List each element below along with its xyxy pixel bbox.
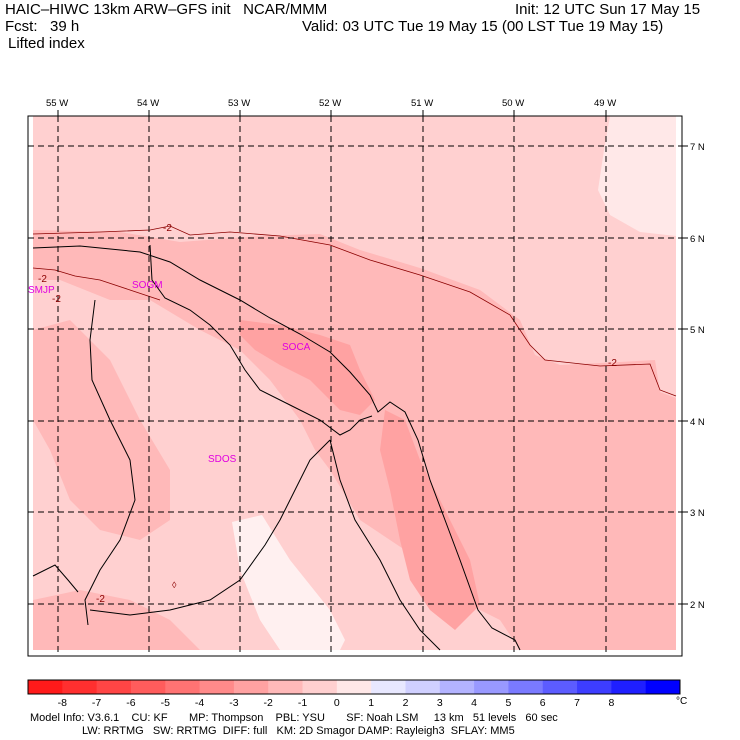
colorbar-unit: °C (676, 696, 687, 707)
colorbar-swatch (474, 680, 509, 694)
lat-label-4n: 4 N (690, 417, 705, 428)
model-title: HAIC–HIWC 13km ARW–GFS init NCAR/MMM (5, 1, 328, 18)
contour-label: -2 (38, 274, 47, 285)
lat-label-6n: 6 N (690, 234, 705, 245)
colorbar-swatch (28, 680, 63, 694)
colorbar-tick-label: -3 (229, 697, 238, 709)
shade-ne-neutral (598, 116, 676, 236)
colorbar-swatch (405, 680, 441, 694)
lon-label-52w: 52 W (319, 98, 341, 109)
lon-label-49w: 49 W (594, 98, 616, 109)
station-soca: SOCA (282, 342, 311, 353)
colorbar-swatch (645, 680, 681, 694)
contour-lines (32, 225, 677, 397)
colorbar-tick-label: 1 (368, 697, 374, 709)
colorbar-tick-label: -7 (92, 697, 101, 709)
colorbar-swatch (62, 680, 98, 694)
shade-south-white (232, 515, 345, 650)
colorbar-swatch (577, 680, 612, 694)
lat-label-2n: 2 N (690, 600, 705, 611)
colorbar-tick-label: -6 (126, 697, 135, 709)
colorbar-swatch (268, 680, 304, 694)
shade-socA-strip (240, 320, 375, 415)
contour-label: -2 (608, 358, 617, 369)
colorbar-swatch (371, 680, 406, 694)
contour-mark: ◊ (172, 580, 177, 590)
lon-label-53w: 53 W (228, 98, 250, 109)
colorbar-tick-label: -4 (195, 697, 204, 709)
map-frame (27, 115, 683, 657)
forecast-hour: Fcst: 39 h (5, 18, 80, 35)
colorbar-tick-label: -5 (161, 697, 170, 709)
lat-label-5n: 5 N (690, 325, 705, 336)
coastlines (32, 244, 521, 651)
colorbar-tick-label: 3 (437, 697, 443, 709)
lat-lon-grid (28, 116, 682, 656)
colorbar-swatch (302, 680, 338, 694)
colorbar-swatch (439, 680, 475, 694)
colorbar-tick-label: 6 (540, 697, 546, 709)
field-name: Lifted index (8, 35, 85, 52)
lat-label-7n: 7 N (690, 142, 705, 153)
frame-ticks (57, 110, 688, 605)
valid-time: Valid: 03 UTC Tue 19 May 15 (00 LST Tue … (302, 18, 664, 35)
colorbar-ticks: -8 -7 -6 -5 -4 -3 -2 -1 0 1 2 3 4 5 6 7 8 (58, 697, 615, 709)
lon-label-55w: 55 W (46, 98, 68, 109)
colorbar-tick-label: 0 (334, 697, 340, 709)
model-info-line1: Model Info: V3.6.1 CU: KF MP: Thompson P… (30, 712, 558, 724)
colorbar-tick-label: 5 (505, 697, 511, 709)
model-info-line2: LW: RRTMG SW: RRTMG DIFF: full KM: 2D Sm… (30, 725, 515, 737)
contour-label: -2 (163, 223, 172, 234)
colorbar-swatch (165, 680, 201, 694)
colorbar-tick-label: -2 (264, 697, 273, 709)
colorbar-tick-label: -1 (298, 697, 307, 709)
shade-coast-strip (380, 410, 480, 630)
colorbar-tick-label: 7 (574, 697, 580, 709)
colorbar (27, 679, 681, 695)
colorbar-swatch (130, 680, 166, 694)
colorbar-swatch (199, 680, 235, 694)
colorbar-tick-label: 8 (608, 697, 614, 709)
lat-label-3n: 3 N (690, 508, 705, 519)
shade-west-strip (33, 320, 170, 540)
lon-label-50w: 50 W (502, 98, 524, 109)
colorbar-swatch (508, 680, 544, 694)
colorbar-swatch (336, 680, 372, 694)
init-time: Init: 12 UTC Sun 17 May 15 (515, 1, 701, 18)
colorbar-tick-label: 2 (403, 697, 409, 709)
colorbar-tick-label: -8 (58, 697, 67, 709)
station-smjp: SMJP (28, 285, 55, 296)
colorbar-tick-label: 4 (471, 697, 477, 709)
colorbar-swatch (233, 680, 269, 694)
lon-label-51w: 51 W (411, 98, 433, 109)
colorbar-swatch (542, 680, 578, 694)
contour-label: -2 (52, 294, 61, 305)
colorbar-swatch (611, 680, 647, 694)
station-sogm: SOGM (132, 280, 163, 291)
colorbar-swatch (96, 680, 132, 694)
shade-west-light (100, 300, 330, 570)
contour-label: -2 (96, 594, 105, 605)
lon-label-54w: 54 W (137, 98, 159, 109)
shade-sw-strip (33, 590, 200, 650)
colorbar-frame (27, 679, 681, 695)
station-sdos: SDOS (208, 454, 237, 465)
